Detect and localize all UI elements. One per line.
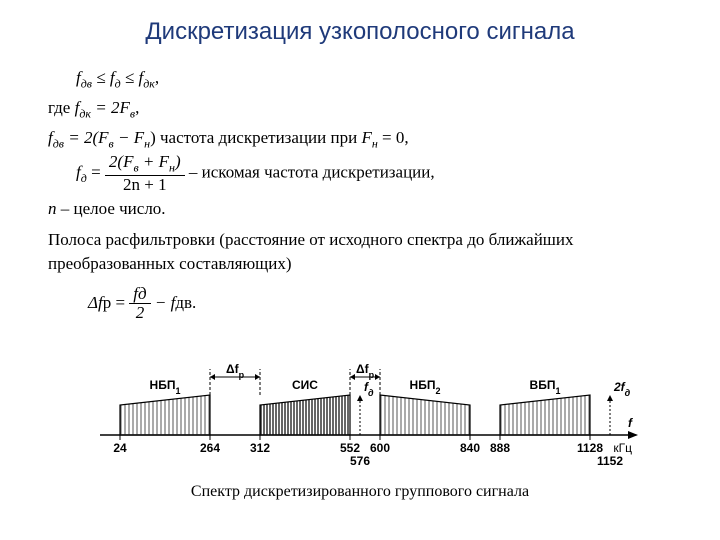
svg-text:fд: fд bbox=[364, 380, 374, 398]
svg-text:24: 24 bbox=[113, 441, 127, 455]
paragraph-1: Полоса расфильтровки (расстояние от исхо… bbox=[48, 228, 672, 277]
svg-text:2fд: 2fд bbox=[613, 380, 631, 398]
svg-text:576: 576 bbox=[350, 454, 370, 468]
slide-title: Дискретизация узкополосного сигнала bbox=[48, 18, 672, 46]
fd-line: fд = 2(Fв + Fн) 2n + 1 – искомая частота… bbox=[76, 153, 672, 194]
fd-fraction: 2(Fв + Fн) 2n + 1 bbox=[105, 153, 185, 194]
svg-text:840: 840 bbox=[460, 441, 480, 455]
fdv-line: fдв = 2(Fв − Fн) частота дискретизации п… bbox=[48, 124, 672, 154]
chart-caption: Спектр дискретизированного группового си… bbox=[48, 483, 672, 501]
svg-text:552: 552 bbox=[340, 441, 360, 455]
svg-text:НБП2: НБП2 bbox=[410, 378, 441, 396]
spectrum-svg: НБП1СИСНБП2ВБП1ΔfрΔfр2426431255260084088… bbox=[80, 345, 640, 475]
math-block: fдв ≤ fд ≤ fдк, где fдк = 2Fв, fдв = 2(F… bbox=[76, 64, 672, 224]
svg-text:НБП1: НБП1 bbox=[150, 378, 181, 396]
svg-text:1152: 1152 bbox=[597, 454, 623, 468]
svg-text:ВБП1: ВБП1 bbox=[530, 378, 561, 396]
svg-text:312: 312 bbox=[250, 441, 270, 455]
ineq-line: fдв ≤ fд ≤ fдк, bbox=[76, 64, 672, 94]
n-line: n – целое число. bbox=[48, 195, 672, 224]
eq-dfp: Δfр = fд 2 − fдв. bbox=[88, 285, 672, 323]
svg-text:600: 600 bbox=[370, 441, 390, 455]
svg-text:1128: 1128 bbox=[577, 441, 603, 455]
svg-text:f: f bbox=[628, 416, 633, 430]
svg-text:СИС: СИС bbox=[292, 378, 318, 392]
svg-text:кГц: кГц bbox=[613, 441, 632, 455]
slide: Дискретизация узкополосного сигнала fдв … bbox=[0, 0, 720, 540]
spectrum-chart: НБП1СИСНБП2ВБП1ΔfрΔfр2426431255260084088… bbox=[48, 345, 672, 501]
eq2-fraction: fд 2 bbox=[129, 285, 150, 323]
svg-text:888: 888 bbox=[490, 441, 510, 455]
svg-text:264: 264 bbox=[200, 441, 220, 455]
fok-line: где fдк = 2Fв, bbox=[48, 94, 672, 124]
